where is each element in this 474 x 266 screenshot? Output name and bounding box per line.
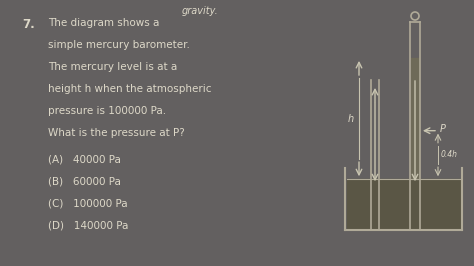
Text: h: h — [348, 114, 354, 124]
Text: (B)   60000 Pa: (B) 60000 Pa — [48, 176, 121, 186]
Text: 7.: 7. — [22, 18, 35, 31]
Text: The diagram shows a: The diagram shows a — [48, 18, 159, 28]
Text: gravity.: gravity. — [182, 6, 219, 16]
Text: (D)   140000 Pa: (D) 140000 Pa — [48, 220, 128, 230]
Text: simple mercury barometer.: simple mercury barometer. — [48, 40, 190, 50]
Text: P: P — [440, 124, 446, 134]
Text: height h when the atmospheric: height h when the atmospheric — [48, 84, 211, 94]
Text: pressure is 100000 Pa.: pressure is 100000 Pa. — [48, 106, 166, 116]
Text: The mercury level is at a: The mercury level is at a — [48, 62, 177, 72]
Text: What is the pressure at P?: What is the pressure at P? — [48, 128, 185, 138]
Text: (A)   40000 Pa: (A) 40000 Pa — [48, 154, 121, 164]
Text: 0.4h: 0.4h — [441, 151, 458, 159]
Text: (C)   100000 Pa: (C) 100000 Pa — [48, 198, 128, 208]
